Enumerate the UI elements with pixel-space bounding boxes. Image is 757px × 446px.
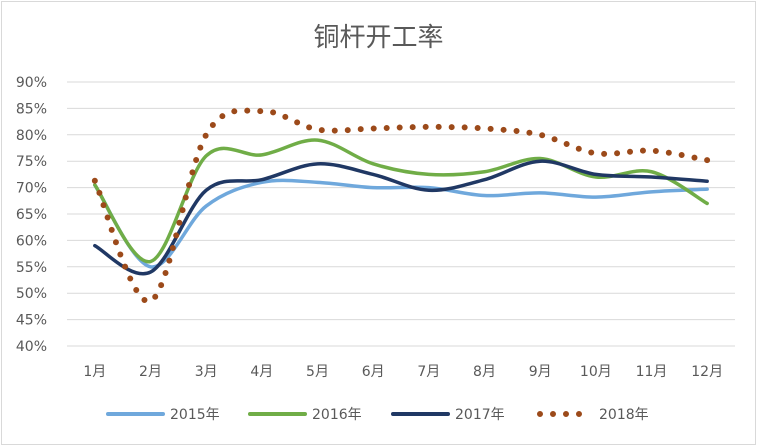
x-tick-label: 10月 (580, 364, 612, 380)
legend-item: 2015年 (106, 407, 220, 423)
x-tick-label: 5月 (306, 364, 329, 380)
x-tick-label: 3月 (195, 364, 218, 380)
x-tick-label: 9月 (529, 364, 552, 380)
series-3-line (93, 159, 709, 276)
x-tick-label: 6月 (362, 364, 385, 380)
legend: 2015年 2016年 2017年 2018年 (106, 407, 649, 423)
series-lines (91, 107, 711, 305)
y-tick-label: 65% (16, 207, 47, 223)
x-tick-label: 4月 (250, 364, 273, 380)
y-tick-label: 85% (16, 101, 47, 117)
y-tick-label: 50% (16, 286, 47, 302)
y-tick-label: 75% (16, 154, 47, 170)
y-tick-label: 60% (16, 233, 47, 249)
y-tick-label: 80% (16, 128, 47, 144)
x-tick-label: 7月 (417, 364, 440, 380)
y-axis-tick-labels: 40% 45% 50% 55% 60% 65% 70% 75% 80% 85% 90% (16, 75, 47, 355)
y-tick-label: 70% (16, 181, 47, 197)
legend-label: 2017年 (455, 407, 505, 423)
legend-label: 2018年 (599, 407, 649, 423)
legend-item: 2016年 (248, 407, 362, 423)
series-1-line (93, 178, 709, 269)
legend-item: 2018年 (537, 407, 649, 423)
x-tick-label: 2月 (139, 364, 162, 380)
legend-item: 2017年 (391, 407, 505, 423)
x-tick-label: 8月 (473, 364, 496, 380)
legend-label: 2016年 (312, 407, 362, 423)
series-4-line (91, 107, 711, 305)
x-tick-label: 12月 (691, 364, 723, 380)
x-tick-label: 11月 (636, 364, 668, 380)
x-tick-label: 1月 (83, 364, 106, 380)
chart-title: 铜杆开工率 (313, 23, 443, 53)
y-tick-label: 40% (16, 339, 47, 355)
y-tick-label: 45% (16, 313, 47, 329)
gridlines (67, 81, 735, 347)
series-2-line (93, 138, 709, 264)
y-tick-label: 55% (16, 260, 47, 276)
x-axis-tick-labels: 1月 2月 3月 4月 5月 6月 7月 8月 9月 10月 11月 12月 (83, 364, 723, 380)
legend-label: 2015年 (170, 407, 220, 423)
y-tick-label: 90% (16, 75, 47, 91)
